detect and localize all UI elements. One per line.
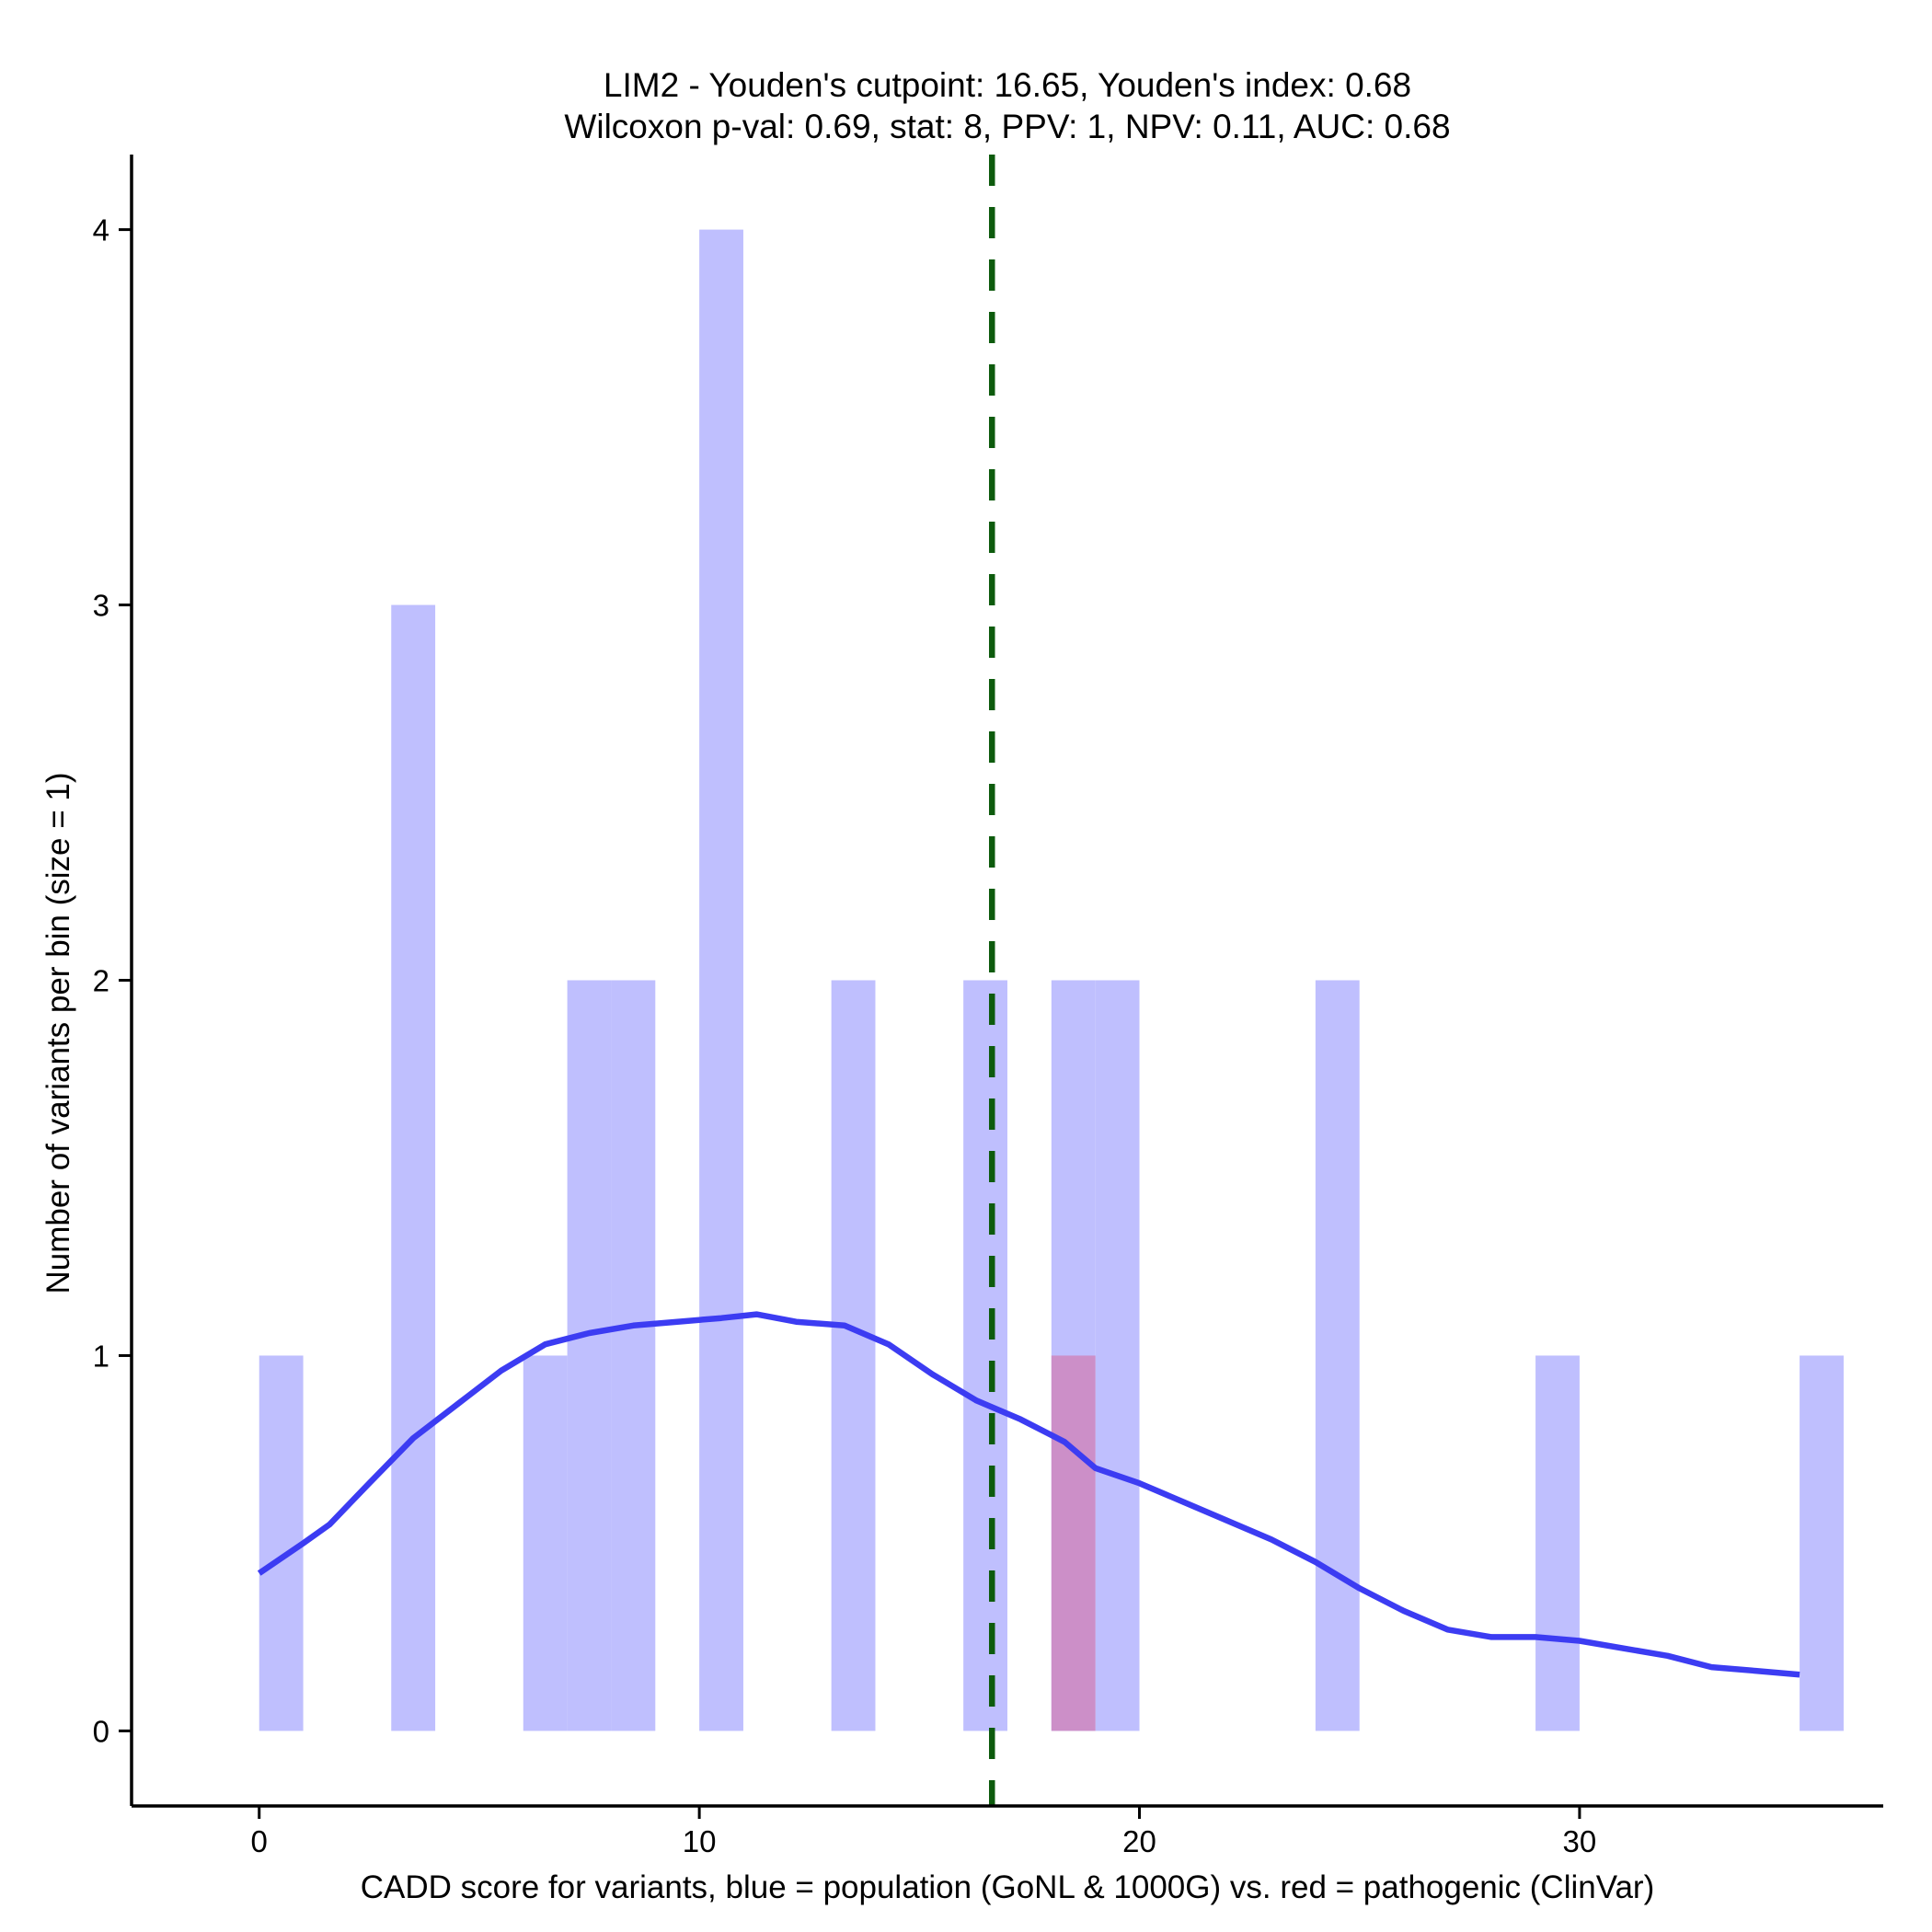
chart-title-line2: Wilcoxon p-val: 0.69, stat: 8, PPV: 1, N… [564,108,1450,145]
population-bar-13 [831,980,876,1731]
y-tick-label: 1 [93,1339,109,1373]
population-bar-10 [699,229,743,1731]
x-tick-label: 10 [683,1824,717,1858]
x-tick-label: 20 [1122,1824,1156,1858]
y-axis-label: Number of variants per bin (size = 1) [40,772,76,1294]
pathogenic-bars [1051,1355,1096,1731]
population-bar-3 [391,604,436,1731]
population-bar-8 [611,980,656,1731]
y-tick-label: 0 [93,1714,109,1748]
population-density-curve [257,1311,1800,1678]
population-bar-7 [567,980,612,1731]
y-axis-ticks: 0 1 2 3 4 [93,213,132,1748]
population-bar-0 [259,1355,304,1731]
pathogenic-bar-18 [1051,1355,1096,1731]
chart-title-line1: LIM2 - Youden's cutpoint: 16.65, Youden'… [604,66,1411,104]
population-bar-19 [1095,980,1140,1731]
population-bar-16 [963,980,1007,1731]
x-axis-label: CADD score for variants, blue = populati… [361,1869,1655,1905]
population-bar-24 [1315,980,1360,1731]
population-bar-6 [523,1355,568,1731]
population-bar-29 [1535,1355,1580,1731]
y-tick-label: 2 [93,964,109,998]
population-bar-35 [1800,1355,1844,1731]
y-tick-label: 4 [93,213,109,247]
y-tick-label: 3 [93,589,109,623]
x-tick-label: 0 [251,1824,268,1858]
x-tick-label: 30 [1563,1824,1597,1858]
x-axis-ticks: 0 10 20 30 [251,1806,1597,1858]
